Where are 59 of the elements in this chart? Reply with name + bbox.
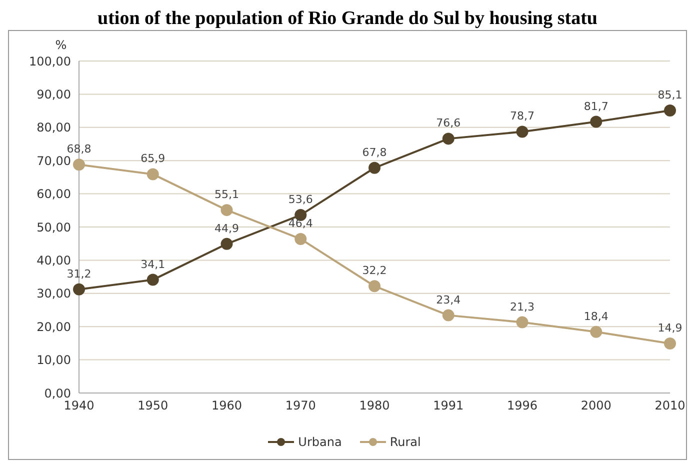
- y-tick-label: 40,00: [36, 253, 71, 268]
- point: [146, 168, 159, 180]
- point: [516, 316, 528, 328]
- data-label: 53,6: [288, 193, 313, 206]
- data-label: 67,8: [362, 146, 387, 159]
- x-tick-label: 1996: [506, 398, 538, 413]
- y-tick-label: 20,00: [36, 320, 71, 334]
- x-tick-label: 1960: [211, 398, 242, 413]
- point: [294, 232, 307, 245]
- point: [73, 158, 85, 171]
- point: [220, 238, 233, 250]
- data-label: 55,1: [214, 188, 239, 202]
- data-label: 23,4: [436, 293, 461, 306]
- data-label: 34,1: [140, 258, 166, 271]
- point: [220, 204, 233, 216]
- point: [442, 309, 454, 322]
- y-tick-label: 10,00: [36, 353, 71, 368]
- y-axis-title: %: [55, 38, 67, 52]
- data-label: 21,3: [510, 300, 534, 314]
- legend-label: Rural: [388, 435, 421, 449]
- y-tick-label: 60,00: [36, 187, 71, 202]
- y-tick-label: 80,00: [36, 120, 71, 135]
- data-label: 14,9: [658, 322, 682, 335]
- x-tick-label: 1980: [359, 398, 390, 413]
- y-tick-label: 100,00: [29, 54, 71, 68]
- point: [442, 132, 454, 145]
- y-tick-label: 0,00: [44, 386, 71, 400]
- data-label: 65,9: [140, 152, 166, 166]
- data-label: 78,7: [510, 110, 534, 123]
- point: [664, 104, 676, 116]
- data-label: 18,4: [584, 310, 608, 323]
- x-tick-label: 2000: [580, 398, 612, 413]
- data-label: 46,4: [288, 216, 313, 230]
- legend-label: Urbana: [297, 435, 342, 449]
- data-label: 76,6: [436, 116, 461, 130]
- data-label: 44,9: [214, 222, 239, 235]
- point: [146, 274, 159, 286]
- point: [368, 280, 380, 292]
- x-tick-label: 1950: [138, 398, 168, 413]
- point: [664, 338, 676, 350]
- chart-title: ution of the population of Rio Grande do Sul by housing statu: [96, 8, 598, 30]
- data-label: 32,2: [362, 264, 387, 278]
- point: [516, 126, 528, 138]
- data-label: 85,1: [658, 88, 682, 102]
- x-tick-label: 1940: [64, 398, 94, 413]
- y-tick-label: 30,00: [36, 286, 71, 301]
- x-tick-label: 2010: [654, 398, 686, 413]
- point: [368, 162, 380, 174]
- point: [590, 116, 602, 128]
- x-tick-label: 1970: [285, 398, 316, 413]
- data-label: 81,7: [584, 100, 608, 113]
- x-tick-label: 1991: [433, 398, 464, 413]
- data-label: 31,2: [66, 267, 92, 280]
- y-tick-label: 90,00: [36, 87, 71, 102]
- point: [590, 326, 602, 338]
- y-tick-label: 50,00: [36, 220, 71, 234]
- y-tick-label: 70,00: [36, 154, 71, 168]
- data-label: 68,8: [66, 142, 92, 156]
- point: [73, 283, 85, 296]
